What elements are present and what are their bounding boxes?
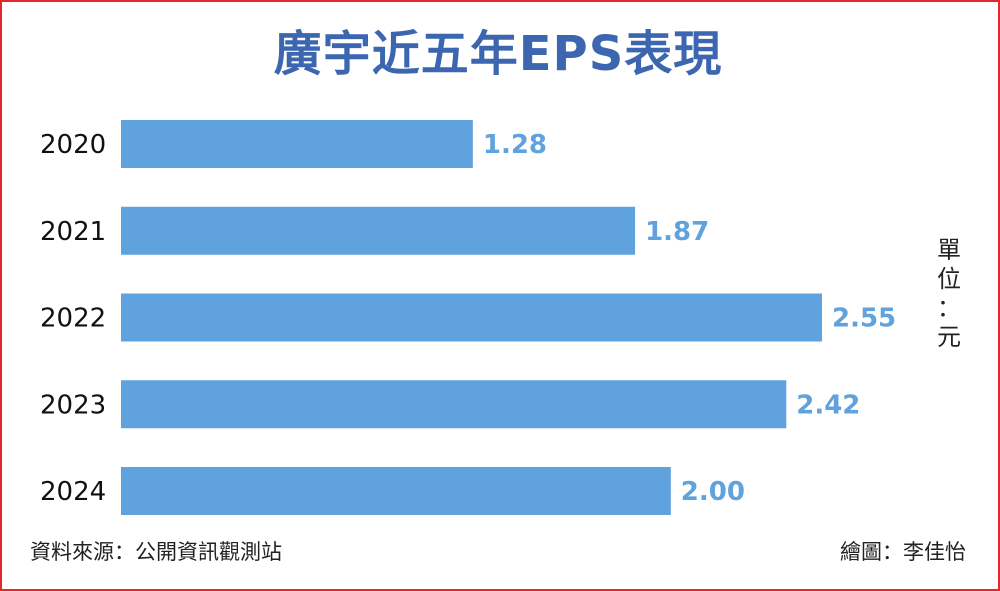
category-label: 2021 (40, 217, 106, 247)
source-note: 資料來源：公開資訊觀測站 (30, 540, 282, 564)
data-label: 1.28 (483, 130, 547, 160)
unit-char: 位 (937, 265, 961, 293)
chart-title: 廣宇近五年EPS表現 (273, 26, 723, 82)
data-label: 2.42 (796, 390, 860, 420)
bar (121, 206, 636, 255)
bar (121, 293, 822, 342)
credit-note: 繪圖：李佳怡 (840, 540, 966, 564)
category-label: 2023 (40, 390, 106, 420)
category-label: 2024 (40, 477, 106, 507)
category-label: 2022 (40, 304, 106, 334)
unit-char: ： (937, 294, 961, 322)
bar (121, 120, 473, 168)
category-label: 2020 (40, 130, 106, 160)
bar (121, 467, 671, 515)
unit-char: 元 (937, 323, 961, 351)
data-label: 1.87 (645, 217, 709, 247)
unit-char: 單 (937, 236, 961, 264)
bar (121, 380, 787, 429)
data-label: 2.55 (832, 304, 896, 334)
unit-label: 單 位 ： 元 (931, 236, 967, 352)
data-label: 2.00 (681, 477, 745, 507)
